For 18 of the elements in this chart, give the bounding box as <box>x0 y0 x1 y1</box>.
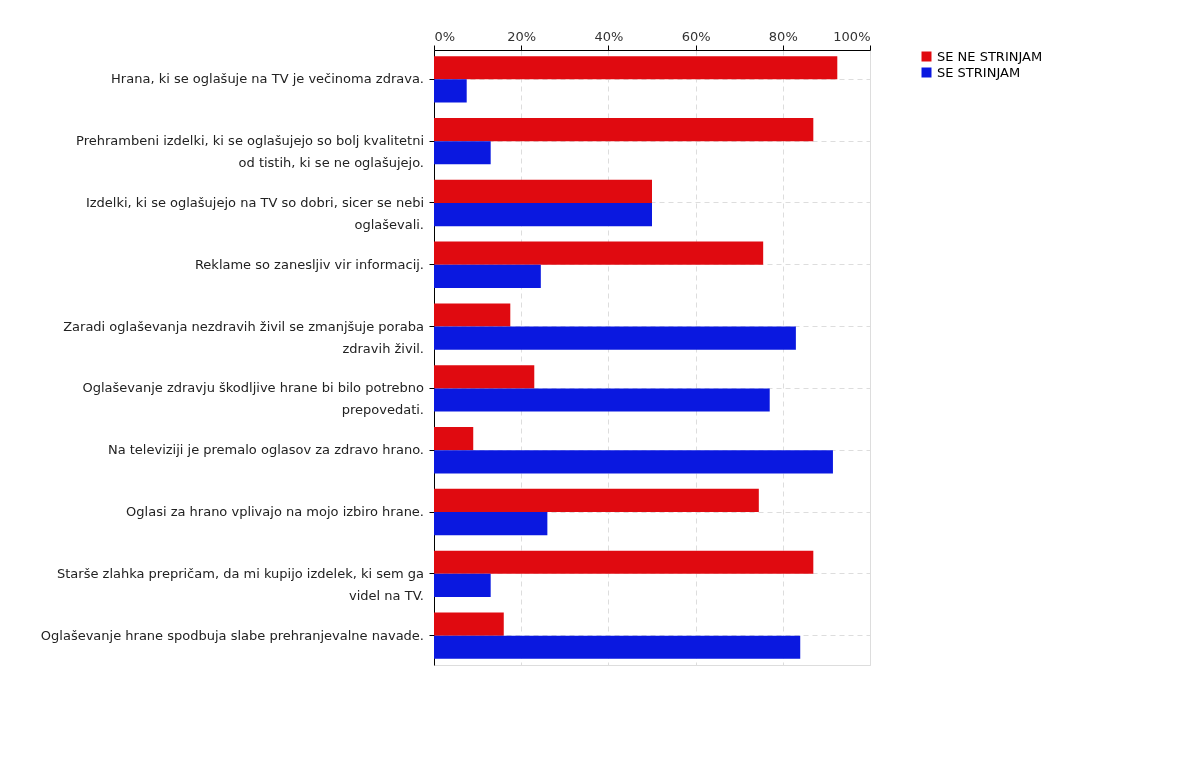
legend-label: SE NE STRINJAM <box>937 48 1043 64</box>
y-tick-label: Izdelki, ki se oglašujejo na TV so dobri, sicer se nebi oglaševali. <box>85 194 424 232</box>
x-tick-label: 60% <box>681 28 711 44</box>
x-tick-label: 20% <box>507 28 537 44</box>
y-tick-label: Oglasi za hrano vplivajo na mojo izbiro hrane. <box>126 504 424 520</box>
x-tick-label: 80% <box>768 28 798 44</box>
y-tick-label: Hrana, ki se oglašuje na TV je večinoma zdrava. <box>111 71 424 87</box>
y-tick-label: Starše zlahka prepričam, da mi kupijo izdelek, ki sem ga videl na TV. <box>57 565 424 603</box>
y-tick-label: Prehrambeni izdelki, ki se oglašujejo so bolj kvalitetni od tistih, ki se ne oglašujejo. <box>76 133 424 171</box>
x-tick-label: 40% <box>594 28 624 44</box>
y-tick-label: Oglaševanje hrane spodbuja slabe prehranjevalne navade. <box>40 627 424 643</box>
x-tick-label: 100% <box>833 28 871 44</box>
legend-label: SE STRINJAM <box>937 64 1021 80</box>
y-tick-label: Na televiziji je premalo oglasov za zdravo hrano. <box>107 442 424 458</box>
x-tick-label: 0% <box>434 28 456 44</box>
y-tick-label: Oglaševanje zdravju škodljive hrane bi bilo potrebno prepovedati. <box>82 380 425 418</box>
y-tick-label: Zaradi oglaševanja nezdravih živil se zmanjšuje poraba zdravih živil. <box>63 318 424 356</box>
y-tick-label: Reklame so zanesljiv vir informacij. <box>194 256 424 272</box>
